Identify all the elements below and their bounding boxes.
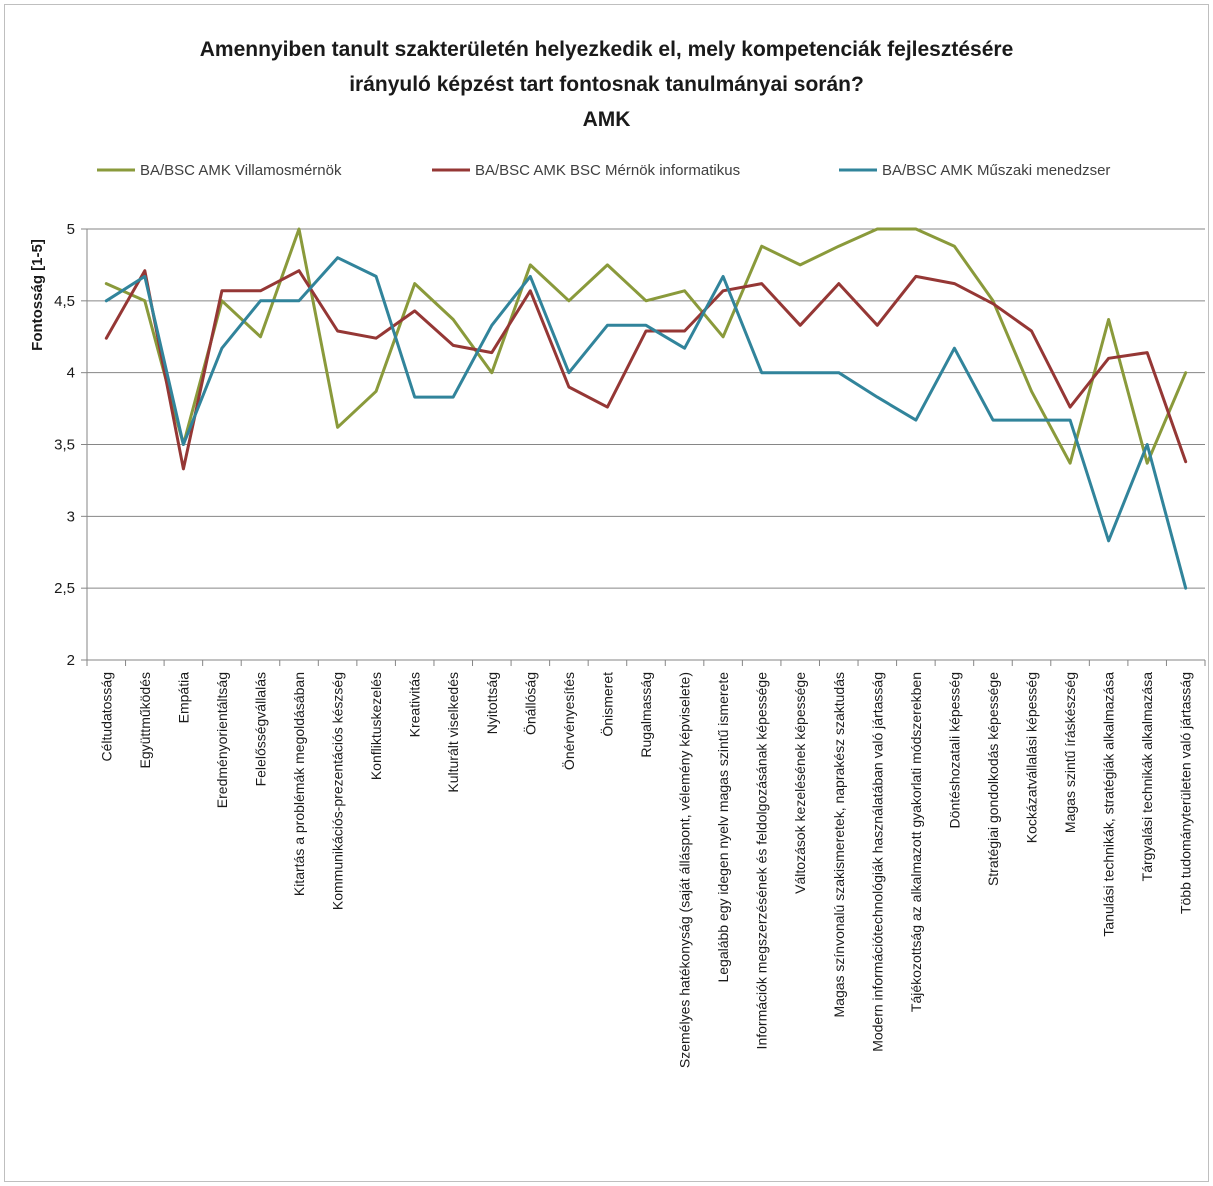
y-tick-label: 2 bbox=[67, 652, 75, 669]
y-tick-label: 4,5 bbox=[54, 293, 75, 310]
x-category-label: Több tudományterületen való jártasság bbox=[1178, 672, 1194, 914]
x-category-label: Döntéshozatali képesség bbox=[946, 672, 962, 828]
legend: BA/BSC AMK Villamosmérnök BA/BSC AMK BSC … bbox=[97, 162, 1110, 179]
x-category-label: Kommunikációs-prezentációs készség bbox=[330, 672, 346, 910]
x-category-label: Önérvényesítés bbox=[560, 672, 577, 770]
x-category-label: Személyes hatékonyság (saját álláspont, … bbox=[677, 672, 693, 1068]
x-category-label: Céltudatosság bbox=[98, 672, 114, 762]
legend-label: BA/BSC AMK Műszaki menedzser bbox=[882, 162, 1110, 179]
x-category-label: Konfliktuskezelés bbox=[368, 672, 384, 780]
x-category-label: Eredményorientáltság bbox=[214, 672, 230, 808]
series-lines bbox=[104, 227, 1188, 590]
series-line-2 bbox=[104, 269, 1188, 471]
x-category-label: Tanulási technikák, stratégiák alkalmazá… bbox=[1101, 672, 1117, 937]
x-category-label: Stratégiai gondolkodás képessége bbox=[985, 672, 1001, 886]
x-category-label: Kockázatvállalási képesség bbox=[1024, 672, 1040, 843]
x-category-label: Tárgyalási technikák alkalmazása bbox=[1139, 672, 1155, 882]
y-tick-label: 3,5 bbox=[54, 437, 75, 454]
y-tick-label: 2,5 bbox=[54, 580, 75, 597]
chart-title-line-3: AMK bbox=[582, 108, 631, 131]
x-category-label: Önismeret bbox=[598, 672, 615, 737]
x-category-label: Önállóság bbox=[521, 672, 538, 735]
y-tick-label: 3 bbox=[67, 508, 75, 525]
y-tick-label: 5 bbox=[67, 221, 75, 238]
chart-frame bbox=[4, 4, 1209, 1182]
x-category-label: Empátia bbox=[175, 672, 191, 724]
y-tick-label: 4 bbox=[67, 365, 75, 382]
x-category-label: Nyitottság bbox=[484, 672, 500, 734]
x-category-label: Tájékozottság az alkalmazott gyakorlati … bbox=[908, 672, 924, 1012]
x-category-label: Magas szintű íráskészség bbox=[1062, 672, 1078, 833]
x-category-label: Rugalmasság bbox=[638, 672, 654, 758]
axes: 2 2,5 3 3,5 4 4,5 5 Céltudatosság Együttműködés E… bbox=[54, 221, 1206, 1068]
x-category-label: Legalább egy idegen nyelv magas szintű i… bbox=[715, 672, 731, 983]
series-line-3 bbox=[104, 256, 1188, 590]
x-category-label: Kulturált viselkedés bbox=[445, 672, 461, 793]
x-category-label: Kitartás a problémák megoldásában bbox=[291, 672, 307, 896]
gridlines bbox=[87, 228, 1205, 661]
chart-title-line-1: Amennyiben tanult szakterületén helyezke… bbox=[199, 38, 1014, 61]
legend-label: BA/BSC AMK Villamosmérnök bbox=[140, 162, 342, 179]
x-category-label: Információk megszerzésének és feldolgozá… bbox=[754, 672, 770, 1050]
y-axis-label: Fontosság [1-5] bbox=[29, 239, 46, 351]
x-category-label: Változások kezelésének képessége bbox=[792, 672, 808, 894]
x-category-label: Modern információtechnológiák használatá… bbox=[869, 672, 885, 1052]
x-category-label: Kreativitás bbox=[407, 672, 423, 737]
x-category-label: Együttműködés bbox=[137, 672, 153, 769]
x-category-label: Felelősségvállalás bbox=[252, 672, 268, 786]
series-line-1 bbox=[104, 227, 1188, 465]
legend-label: BA/BSC AMK BSC Mérnök informatikus bbox=[475, 162, 740, 179]
chart-title: Amennyiben tanult szakterületén helyezke… bbox=[0, 32, 1213, 137]
chart-title-line-2: irányuló képzést tart fontosnak tanulmán… bbox=[349, 73, 864, 96]
x-category-label: Magas színvonalú szakismeretek, naprakés… bbox=[831, 672, 847, 1018]
